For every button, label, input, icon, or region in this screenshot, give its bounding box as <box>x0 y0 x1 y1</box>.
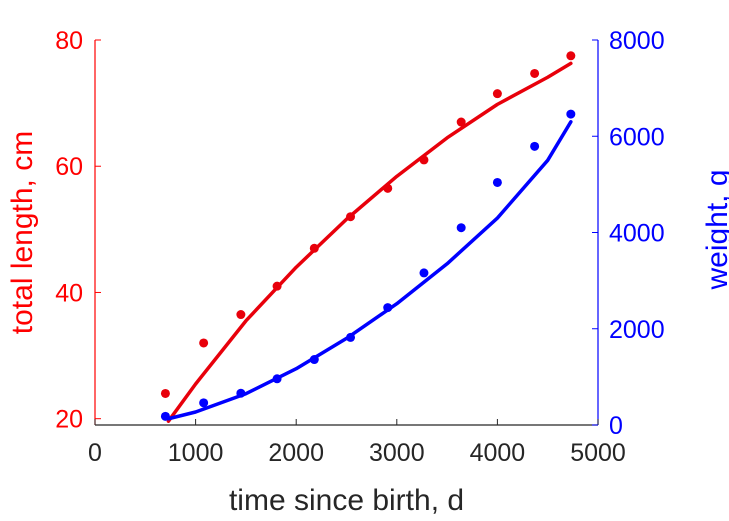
data-point-left <box>456 117 466 127</box>
y-axis-right-label: weight, g <box>701 169 729 290</box>
data-point-right <box>383 303 393 313</box>
data-point-left <box>309 243 319 253</box>
y-left-tick-label: 40 <box>55 279 83 307</box>
data-point-left <box>160 388 170 398</box>
data-point-right <box>530 141 540 151</box>
data-point-right <box>419 268 429 278</box>
data-point-left <box>236 310 246 320</box>
x-tick-label: 4000 <box>470 439 526 467</box>
data-point-right <box>346 332 356 342</box>
data-point-left <box>492 89 502 99</box>
data-point-left <box>419 155 429 165</box>
y-left-tick-label: 80 <box>55 27 83 55</box>
data-point-right <box>456 223 466 233</box>
series-layer <box>160 51 576 423</box>
y-axis-left-label: total length, cm <box>6 131 39 334</box>
series-left <box>160 51 576 423</box>
plot-area <box>95 40 598 425</box>
data-point-left <box>383 183 393 193</box>
data-point-left <box>566 51 576 61</box>
data-point-left <box>530 68 540 78</box>
x-axis-label: time since birth, d <box>229 484 464 517</box>
data-point-right <box>160 411 170 421</box>
data-point-right <box>566 109 576 119</box>
data-point-right <box>309 355 319 365</box>
x-tick-label: 0 <box>88 439 102 467</box>
data-point-right <box>272 374 282 384</box>
x-tick-label: 3000 <box>369 439 425 467</box>
data-point-right <box>492 177 502 187</box>
fit-curve-left <box>166 61 573 423</box>
series-right <box>160 109 576 421</box>
y-left-tick-label: 60 <box>55 153 83 181</box>
data-point-left <box>272 281 282 291</box>
plot-background <box>95 40 598 425</box>
data-point-right <box>236 388 246 398</box>
y-right-tick-label: 0 <box>609 412 623 440</box>
axes: 0 1000 2000 3000 4000 5000 20 40 60 80 0 2000 4000 60… <box>55 27 664 467</box>
data-point-right <box>199 398 209 408</box>
y-left-tick-label: 20 <box>55 406 83 434</box>
y-right-tick-label: 8000 <box>609 27 665 55</box>
data-point-left <box>346 212 356 222</box>
x-tick-label: 2000 <box>268 439 324 467</box>
y-right-tick-label: 6000 <box>609 123 665 151</box>
x-tick-label: 1000 <box>168 439 224 467</box>
x-tick-label: 5000 <box>570 439 626 467</box>
y-right-tick-label: 2000 <box>609 316 665 344</box>
data-point-left <box>199 338 209 348</box>
fit-curve-right <box>166 120 573 421</box>
y-right-tick-label: 4000 <box>609 220 665 248</box>
